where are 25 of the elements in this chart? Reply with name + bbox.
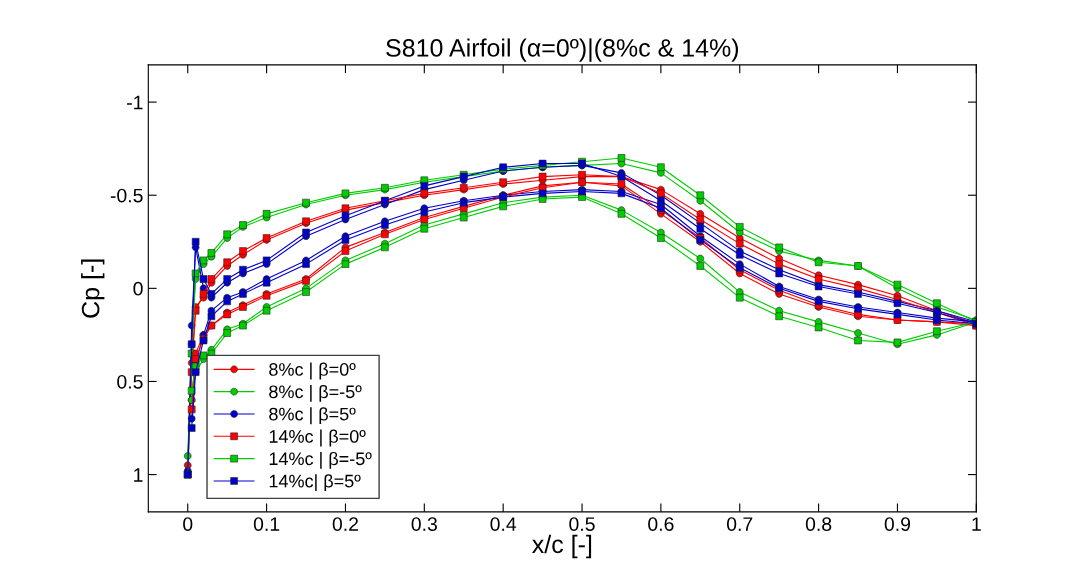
chart-title: S810 Airfoil (α=0º)|(8%c & 14%) [386, 38, 739, 62]
x-tick-label: 0.1 [253, 517, 280, 531]
x-tick-label: 0 [183, 517, 193, 531]
legend-label: 14%c | β=-5º [269, 451, 372, 469]
x-tick-label: 0.9 [884, 517, 911, 531]
legend-label: 8%c | β=5º [269, 407, 356, 425]
x-tick-label: 0.7 [726, 517, 753, 531]
x-tick-label: 0.8 [805, 517, 832, 531]
x-tick-label: 0.2 [332, 517, 358, 531]
y-tick-label: 0.5 [117, 374, 143, 389]
legend-label: 8%c | β=-5º [269, 384, 362, 402]
y-tick-label: 0 [133, 281, 143, 296]
y-tick-label: -1 [127, 95, 143, 110]
x-tick-label: 0.4 [490, 517, 517, 531]
y-tick-label: -0.5 [110, 188, 143, 203]
y-tick-label: 1 [134, 468, 143, 482]
legend-label: 14%c| β=5º [269, 474, 361, 492]
legend-label: 14%c | β=0º [269, 429, 366, 447]
x-tick-label: 0.6 [648, 517, 674, 531]
x-tick-label: 1 [972, 517, 981, 531]
y-axis-title: Cp [-] [81, 259, 105, 318]
legend-label: 8%c | β=0º [269, 362, 356, 380]
x-tick-label: 0.3 [411, 517, 437, 531]
x-axis-title: x/c [-] [532, 534, 592, 559]
x-tick-label: 0.5 [569, 517, 595, 531]
